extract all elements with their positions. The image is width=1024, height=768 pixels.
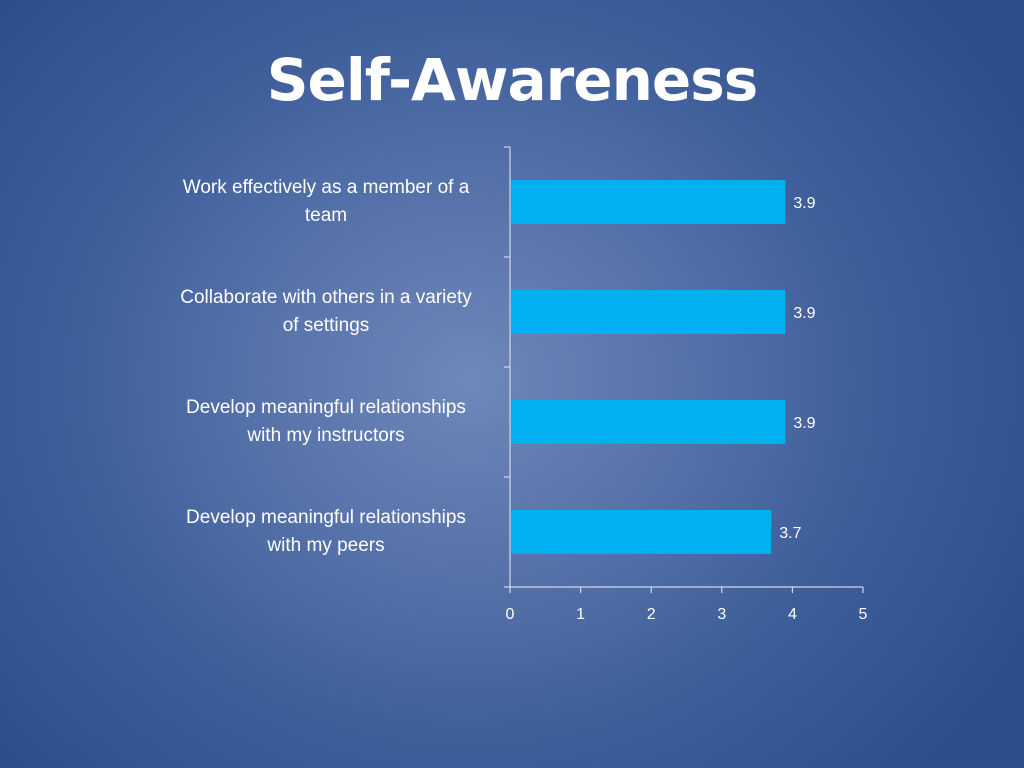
category-label-line: Work effectively as a member of a — [183, 177, 470, 198]
bar — [511, 400, 786, 444]
value-tick-label: 3 — [717, 606, 726, 623]
category-label-line: with my peers — [266, 535, 384, 556]
category-label-line: Develop meaningful relationships — [186, 397, 466, 418]
value-tick-label: 5 — [859, 606, 868, 623]
data-labels: 3.9 3.9 3.9 3.7 — [779, 195, 815, 542]
data-label: 3.9 — [793, 305, 815, 322]
category-label-line: Collaborate with others in a variety — [180, 287, 472, 308]
bar — [511, 510, 772, 554]
data-label: 3.9 — [793, 415, 815, 432]
value-tick-label: 0 — [506, 606, 515, 623]
category-label-line: team — [305, 205, 347, 226]
value-axis: 0 1 2 3 4 5 — [506, 586, 868, 623]
category-label: Develop meaningful relationships with my … — [186, 507, 466, 556]
category-label: Work effectively as a member of a team — [183, 177, 470, 226]
category-label: Develop meaningful relationships with my … — [186, 397, 466, 446]
value-tick-label: 1 — [576, 606, 585, 623]
category-axis — [504, 146, 511, 588]
data-label: 3.9 — [793, 195, 815, 212]
category-label: Collaborate with others in a variety of s… — [180, 287, 472, 336]
category-label-line: of settings — [283, 315, 370, 336]
bar-series — [511, 180, 786, 554]
bar — [511, 180, 786, 224]
category-labels: Work effectively as a member of a team Col… — [180, 177, 472, 556]
bar — [511, 290, 786, 334]
category-label-line: with my instructors — [246, 425, 404, 446]
value-tick-label: 4 — [788, 606, 797, 623]
category-label-line: Develop meaningful relationships — [186, 507, 466, 528]
slide-title: Self-Awareness — [266, 46, 759, 114]
value-tick-label: 2 — [647, 606, 656, 623]
data-label: 3.7 — [779, 525, 801, 542]
